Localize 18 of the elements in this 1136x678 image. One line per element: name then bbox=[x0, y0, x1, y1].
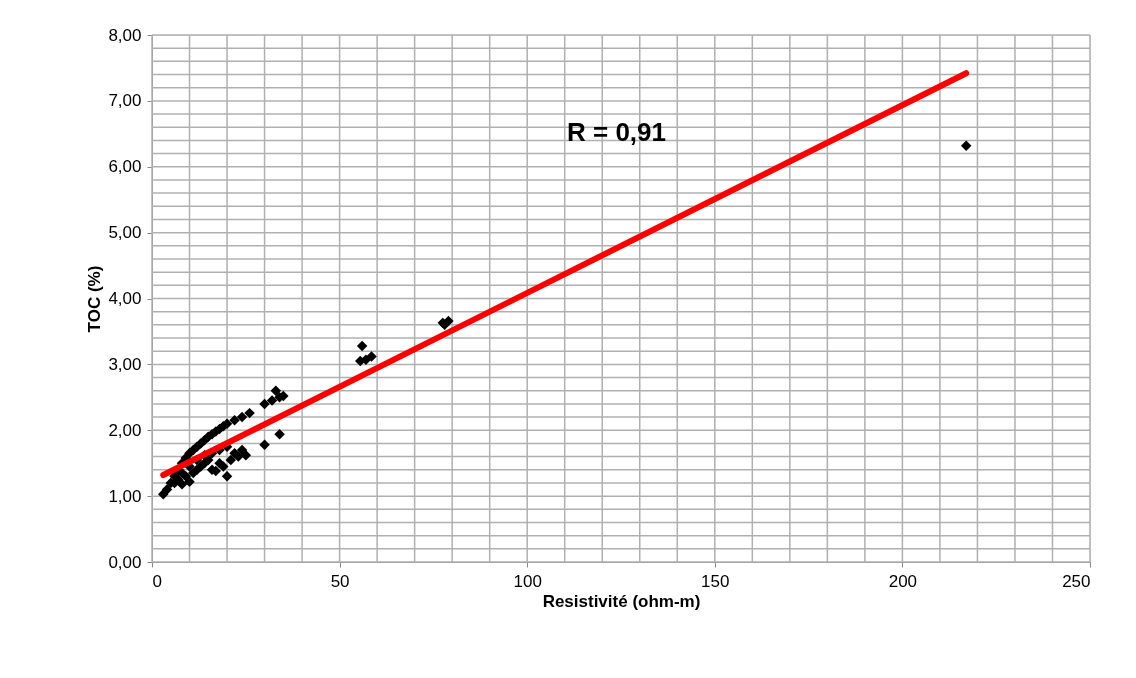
x-tick-label: 0 bbox=[152, 571, 162, 591]
y-tick-label: 1,00 bbox=[108, 486, 142, 506]
x-tick-label: 250 bbox=[1062, 571, 1091, 591]
x-tick-label: 200 bbox=[888, 571, 918, 591]
y-tick-label: 3,00 bbox=[108, 354, 142, 374]
y-tick-label: 0,00 bbox=[108, 552, 142, 572]
x-tick-label: 100 bbox=[513, 571, 542, 591]
y-tick-label: 2,00 bbox=[108, 420, 142, 440]
y-axis-title: TOC (%) bbox=[85, 265, 105, 333]
y-tick-label: 8,00 bbox=[108, 25, 142, 45]
y-tick-label: 4,00 bbox=[108, 289, 142, 308]
x-tick-label: 150 bbox=[701, 571, 730, 591]
x-tick-label: 50 bbox=[330, 571, 350, 591]
y-tick-label: 7,00 bbox=[108, 91, 142, 111]
annotation: R = 0,91 bbox=[567, 117, 667, 147]
y-tick-label: 6,00 bbox=[108, 157, 142, 177]
y-tick-label: 5,00 bbox=[108, 223, 142, 243]
x-axis-title: Resistivité (ohm-m) bbox=[542, 591, 701, 611]
